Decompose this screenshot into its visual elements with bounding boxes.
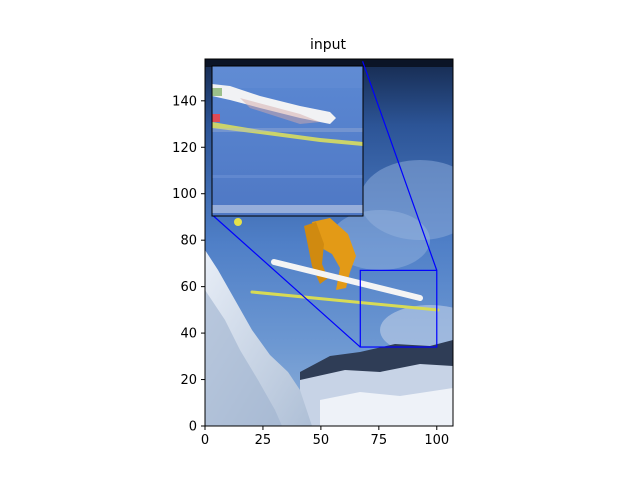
connector-line [362, 61, 438, 271]
y-tick-label: 0 [189, 420, 197, 435]
y-axis: 0 20 40 60 80 100 120 140 [172, 94, 205, 435]
y-tick-label: 20 [180, 373, 197, 388]
x-tick-label: 75 [371, 433, 388, 448]
x-tick-label: 25 [255, 433, 272, 448]
x-tick-label: 0 [201, 433, 209, 448]
y-tick-label: 60 [180, 280, 197, 295]
axes-frame [204, 58, 454, 427]
x-tick-label: 100 [424, 433, 449, 448]
inset-zoom-image [212, 66, 363, 216]
y-tick-label: 80 [180, 234, 197, 249]
connector-line [211, 214, 361, 348]
zoom-region-rectangle [359, 269, 438, 348]
x-tick-label: 50 [313, 433, 330, 448]
y-tick-label: 140 [172, 94, 197, 109]
inset-frame [211, 65, 364, 217]
x-axis: 0 25 50 75 100 [201, 426, 449, 448]
y-tick-label: 40 [180, 327, 197, 342]
y-tick-label: 120 [172, 141, 197, 156]
y-tick-label: 100 [172, 187, 197, 202]
chart-title: input [310, 37, 347, 53]
